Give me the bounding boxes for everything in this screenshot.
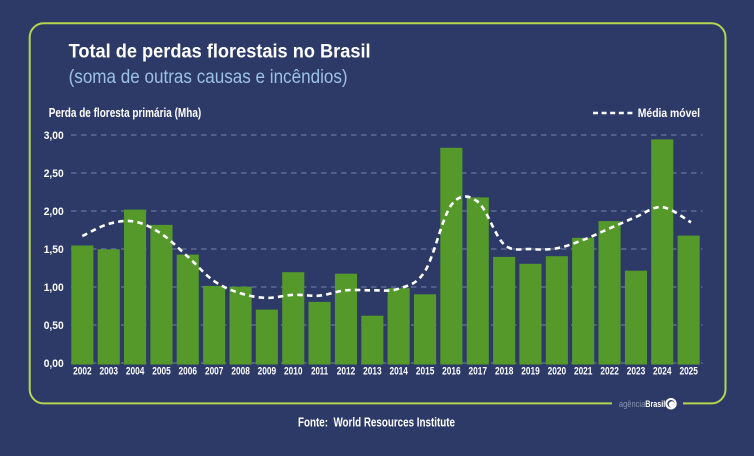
svg-text:Perda de floresta primária (Mh: Perda de floresta primária (Mha) bbox=[49, 106, 202, 120]
svg-text:2007: 2007 bbox=[205, 366, 224, 378]
svg-text:2,00: 2,00 bbox=[44, 206, 64, 218]
svg-text:2,50: 2,50 bbox=[44, 168, 64, 180]
svg-text:3,00: 3,00 bbox=[44, 130, 64, 142]
svg-text:Fonte: World Resources Instit: Fonte: World Resources Institute bbox=[298, 414, 455, 429]
svg-text:2005: 2005 bbox=[152, 366, 171, 378]
svg-text:2011: 2011 bbox=[311, 366, 328, 378]
svg-text:2006: 2006 bbox=[179, 366, 198, 378]
svg-text:agência: agência bbox=[619, 399, 646, 410]
svg-text:1,00: 1,00 bbox=[44, 282, 64, 294]
svg-text:2013: 2013 bbox=[363, 366, 382, 378]
svg-text:1,50: 1,50 bbox=[44, 244, 64, 256]
svg-text:0,50: 0,50 bbox=[44, 320, 64, 332]
svg-text:2022: 2022 bbox=[600, 366, 619, 378]
svg-text:2017: 2017 bbox=[469, 366, 488, 378]
svg-text:2023: 2023 bbox=[627, 366, 646, 378]
svg-text:Média móvel: Média móvel bbox=[638, 106, 700, 120]
svg-text:2012: 2012 bbox=[337, 366, 356, 378]
svg-text:(soma de outras causas e incên: (soma de outras causas e incêndios) bbox=[69, 67, 348, 88]
svg-text:2019: 2019 bbox=[521, 366, 540, 378]
svg-text:2016: 2016 bbox=[442, 366, 461, 378]
svg-text:2008: 2008 bbox=[231, 366, 250, 378]
svg-text:2024: 2024 bbox=[653, 366, 672, 378]
svg-text:2002: 2002 bbox=[73, 366, 92, 378]
svg-text:2025: 2025 bbox=[679, 366, 698, 378]
svg-text:2018: 2018 bbox=[495, 366, 514, 378]
svg-text:2004: 2004 bbox=[126, 366, 145, 378]
svg-text:2014: 2014 bbox=[389, 366, 408, 378]
svg-text:2015: 2015 bbox=[416, 366, 435, 378]
svg-text:2010: 2010 bbox=[284, 366, 303, 378]
svg-text:2021: 2021 bbox=[574, 366, 593, 378]
svg-text:2020: 2020 bbox=[548, 366, 567, 378]
svg-text:2003: 2003 bbox=[100, 366, 119, 378]
svg-text:2009: 2009 bbox=[258, 366, 277, 378]
svg-text:Total de perdas florestais no: Total de perdas florestais no Brasil bbox=[69, 41, 371, 62]
svg-text:0,00: 0,00 bbox=[44, 358, 64, 370]
svg-text:Brasil: Brasil bbox=[645, 399, 665, 410]
